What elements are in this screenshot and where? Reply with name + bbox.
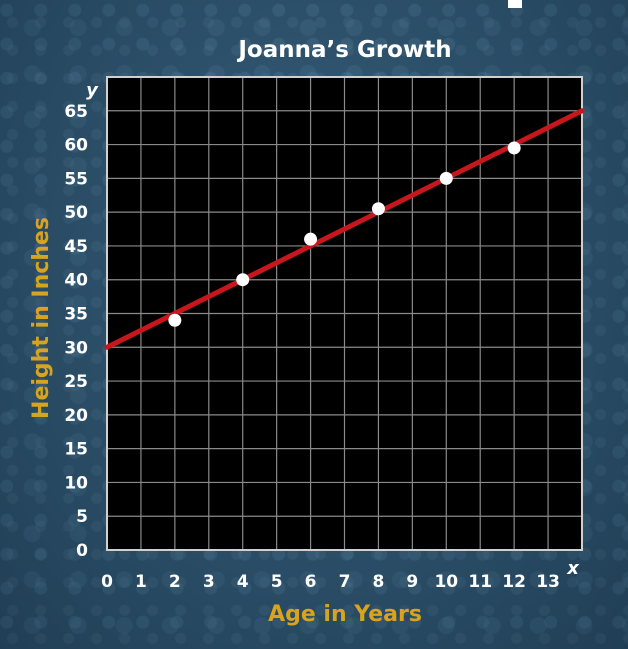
data-point: [236, 273, 250, 287]
x-tick-label: 6: [305, 572, 317, 592]
x-tick-label: 2: [169, 572, 181, 592]
chart-title: Joanna’s Growth: [236, 37, 451, 63]
y-tick-label: 60: [64, 136, 88, 156]
y-tick-labels: 0 5 10 15 20 25 30 35 40 45 50 55 60 65: [64, 102, 88, 561]
x-tick-label: 7: [339, 572, 351, 592]
y-axis-title: Height in Inches: [29, 217, 54, 419]
data-point: [439, 171, 453, 185]
y-tick-label: 65: [64, 102, 88, 122]
data-points: [168, 141, 521, 327]
x-tick-label: 13: [536, 572, 560, 592]
data-point: [168, 313, 182, 327]
y-tick-label: 35: [64, 305, 88, 325]
y-axis-letter: y: [86, 80, 99, 101]
y-tick-label: 30: [64, 338, 88, 358]
x-tick-label: 10: [434, 572, 458, 592]
data-point: [304, 232, 318, 246]
slide-title-fragment: [508, 0, 522, 8]
y-tick-label: 45: [64, 237, 88, 257]
y-tick-label: 55: [64, 169, 88, 189]
y-tick-label: 10: [64, 473, 88, 493]
y-tick-label: 20: [64, 406, 88, 426]
x-tick-label: 9: [406, 572, 418, 592]
y-tick-label: 40: [64, 271, 88, 291]
y-tick-label: 5: [76, 507, 88, 527]
y-tick-label: 50: [64, 203, 88, 223]
x-axis-title: Age in Years: [268, 602, 422, 627]
x-tick-label: 3: [203, 572, 215, 592]
data-point: [507, 141, 521, 155]
trend-line: [104, 108, 585, 350]
x-tick-label: 5: [271, 572, 283, 592]
y-tick-label: 25: [64, 372, 88, 392]
data-point: [371, 202, 385, 216]
plot-border: [106, 76, 583, 551]
x-axis-letter: x: [566, 558, 580, 579]
x-tick-label: 0: [101, 572, 113, 592]
x-tick-label: 8: [373, 572, 385, 592]
x-tick-label: 11: [468, 572, 492, 592]
trend-line-group: [104, 108, 585, 350]
y-tick-label: 15: [64, 440, 88, 460]
x-tick-label: 1: [135, 572, 147, 592]
grid: [106, 76, 583, 551]
x-tick-labels: 0 1 2 3 4 5 6 7 8 9 10 11 12 13: [101, 572, 560, 592]
x-tick-label: 12: [502, 572, 526, 592]
x-tick-label: 4: [237, 572, 249, 592]
y-tick-label: 0: [76, 541, 88, 561]
